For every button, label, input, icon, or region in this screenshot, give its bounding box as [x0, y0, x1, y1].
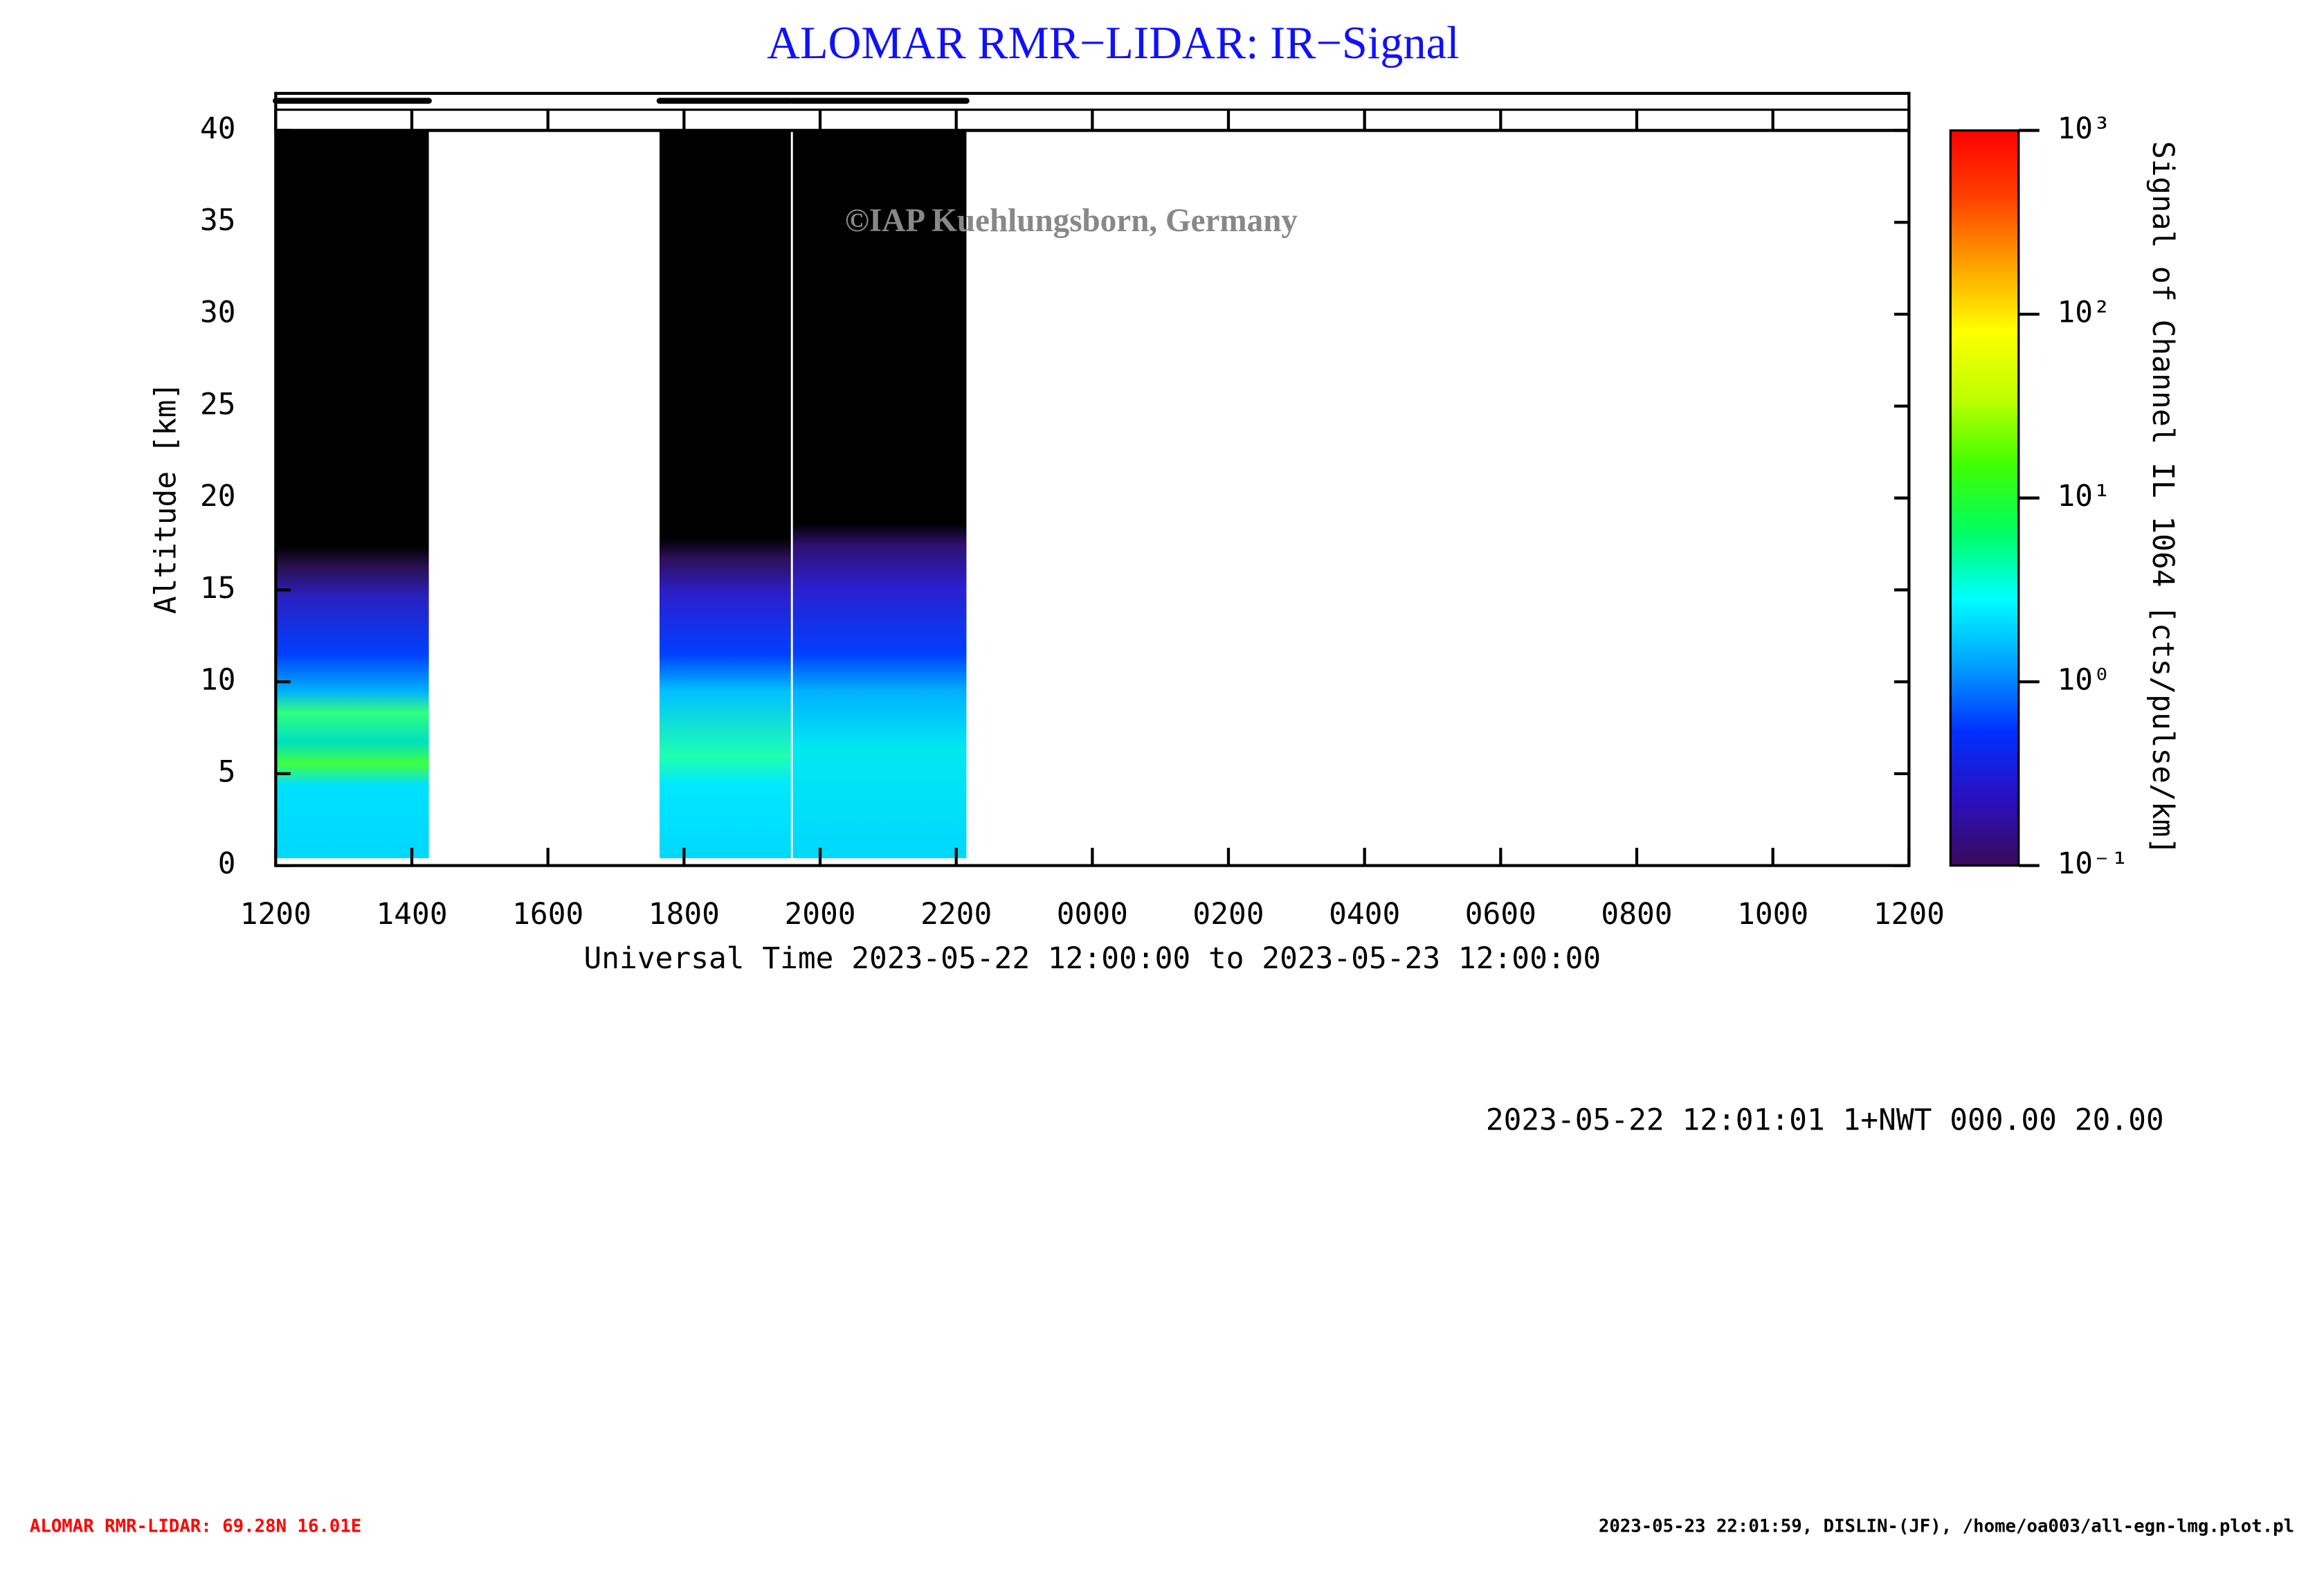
info-line: 2023-05-22 12:01:01 1+NWT 000.00 20.00: [1486, 1103, 2164, 1138]
x-tick-label: 1200: [1873, 897, 1945, 932]
y-tick-label: 40: [200, 111, 236, 146]
x-tick-label: 1800: [648, 897, 720, 932]
x-tick-label: 1200: [240, 897, 311, 932]
footer-right: 2023-05-23 22:01:59, DISLIN-(JF), /home/…: [1599, 1516, 2294, 1536]
y-tick-label: 20: [200, 479, 236, 514]
y-tick-label: 5: [218, 754, 236, 789]
x-tick-label: 1400: [376, 897, 447, 932]
y-tick-label: 15: [200, 571, 236, 606]
plot-frame: [274, 129, 1911, 867]
x-tick-label: 0000: [1057, 897, 1128, 932]
colorbar: [1949, 129, 2020, 867]
x-tick-label: 0400: [1329, 897, 1400, 932]
chart-title: ALOMAR RMR−LIDAR: IR−Signal: [767, 18, 1460, 69]
x-tick-label: 1000: [1737, 897, 1808, 932]
watermark: ©IAP Kuehlungsborn, Germany: [845, 203, 1298, 239]
colorbar-tick-label: 10⁰: [2057, 663, 2110, 698]
colorbar-tick-label: 10²: [2057, 295, 2110, 329]
colorbar-tick-label: 10³: [2057, 111, 2110, 146]
colorbar-tick-label: 10⁻¹: [2057, 846, 2128, 881]
y-tick-label: 10: [200, 663, 236, 698]
x-tick-label: 0600: [1465, 897, 1536, 932]
y-tick-label: 25: [200, 387, 236, 421]
x-tick-label: 0200: [1192, 897, 1264, 932]
y-tick-label: 35: [200, 203, 236, 238]
x-tick-label: 2000: [784, 897, 855, 932]
x-tick-label: 1600: [512, 897, 583, 932]
x-tick-label: 2200: [920, 897, 992, 932]
y-tick-label: 30: [200, 295, 236, 329]
colorbar-tick-label: 10¹: [2057, 479, 2110, 514]
x-axis-label: Universal Time 2023-05-22 12:00:00 to 20…: [583, 941, 1601, 976]
signal-block: [275, 130, 429, 858]
signal-block: [659, 130, 791, 858]
y-axis-label: Altitude [km]: [149, 382, 183, 614]
colorbar-label: Signal of Channel IL 1064 [cts/pulse/km]: [2145, 141, 2180, 855]
y-tick-label: 0: [218, 846, 236, 881]
x-tick-label: 0800: [1601, 897, 1672, 932]
footer-left: ALOMAR RMR-LIDAR: 69.28N 16.01E: [30, 1516, 361, 1536]
signal-block: [792, 130, 967, 858]
